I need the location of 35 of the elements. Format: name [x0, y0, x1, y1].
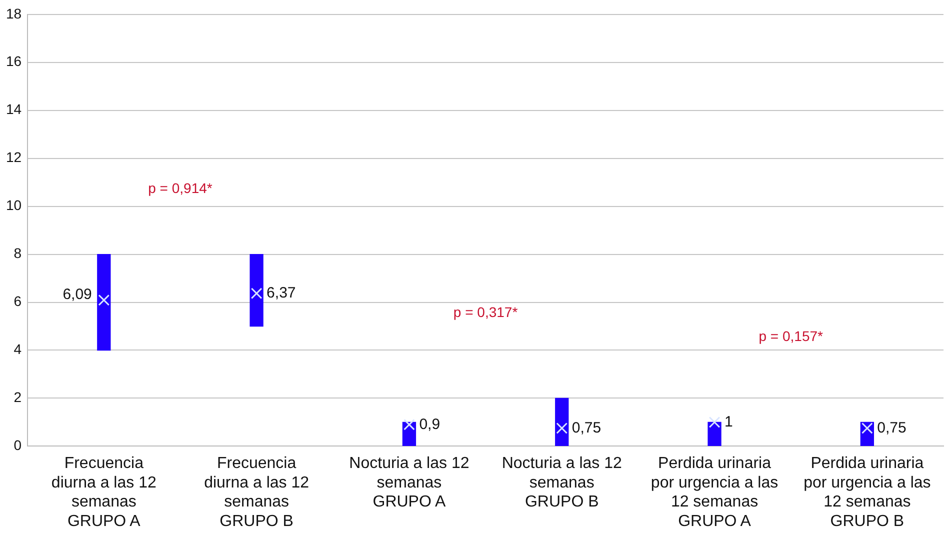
- y-tick-label: 12: [6, 149, 22, 166]
- x-tick-label: Nocturia a las 12 semanas GRUPO B: [502, 455, 622, 511]
- data-label: 1: [724, 413, 733, 430]
- y-tick-label: 6: [14, 293, 22, 310]
- x-tick-label: Frecuencia diurna a las 12 semanas GRUPO B: [204, 455, 310, 530]
- y-tick-label: 2: [14, 389, 22, 406]
- bar: [708, 422, 722, 446]
- bar: [555, 398, 569, 446]
- x-tick-label: Perdida urinaria por urgencia a las 12 semanas GRUPO B: [804, 455, 931, 530]
- point: [556, 422, 568, 434]
- data-label: 0,75: [572, 419, 602, 436]
- y-tick-label: 4: [14, 341, 22, 358]
- x-tick-label: Frecuencia diurna a las 12 semanas GRUPO A: [51, 455, 156, 530]
- y-tick-label: 0: [14, 437, 22, 454]
- data-label: 0,75: [877, 419, 906, 436]
- y-tick-label: 8: [14, 245, 22, 262]
- point: [404, 418, 415, 430]
- data-label: 6,09: [62, 286, 92, 304]
- data-label: 0,9: [419, 416, 440, 433]
- bar: [250, 254, 264, 327]
- x-tick-label: Perdida urinaria por urgencia a las 12 semanas GRUPO A: [650, 455, 778, 530]
- annotation: p = 0,914*: [148, 180, 213, 196]
- point: [98, 294, 110, 306]
- y-tick-label: 14: [6, 101, 22, 118]
- point: [708, 416, 720, 428]
- annotation: p = 0,317*: [453, 304, 518, 320]
- point: [250, 288, 262, 300]
- bar: [402, 422, 416, 446]
- y-tick-label: 16: [6, 53, 22, 70]
- bar: [97, 254, 111, 351]
- data-label: 6,37: [266, 284, 296, 302]
- y-tick-label: 18: [6, 5, 22, 22]
- annotation: p = 0,157*: [758, 328, 824, 344]
- y-tick-label: 10: [6, 197, 22, 214]
- x-tick-label: Nocturia a las 12 semanas GRUPO A: [349, 455, 470, 511]
